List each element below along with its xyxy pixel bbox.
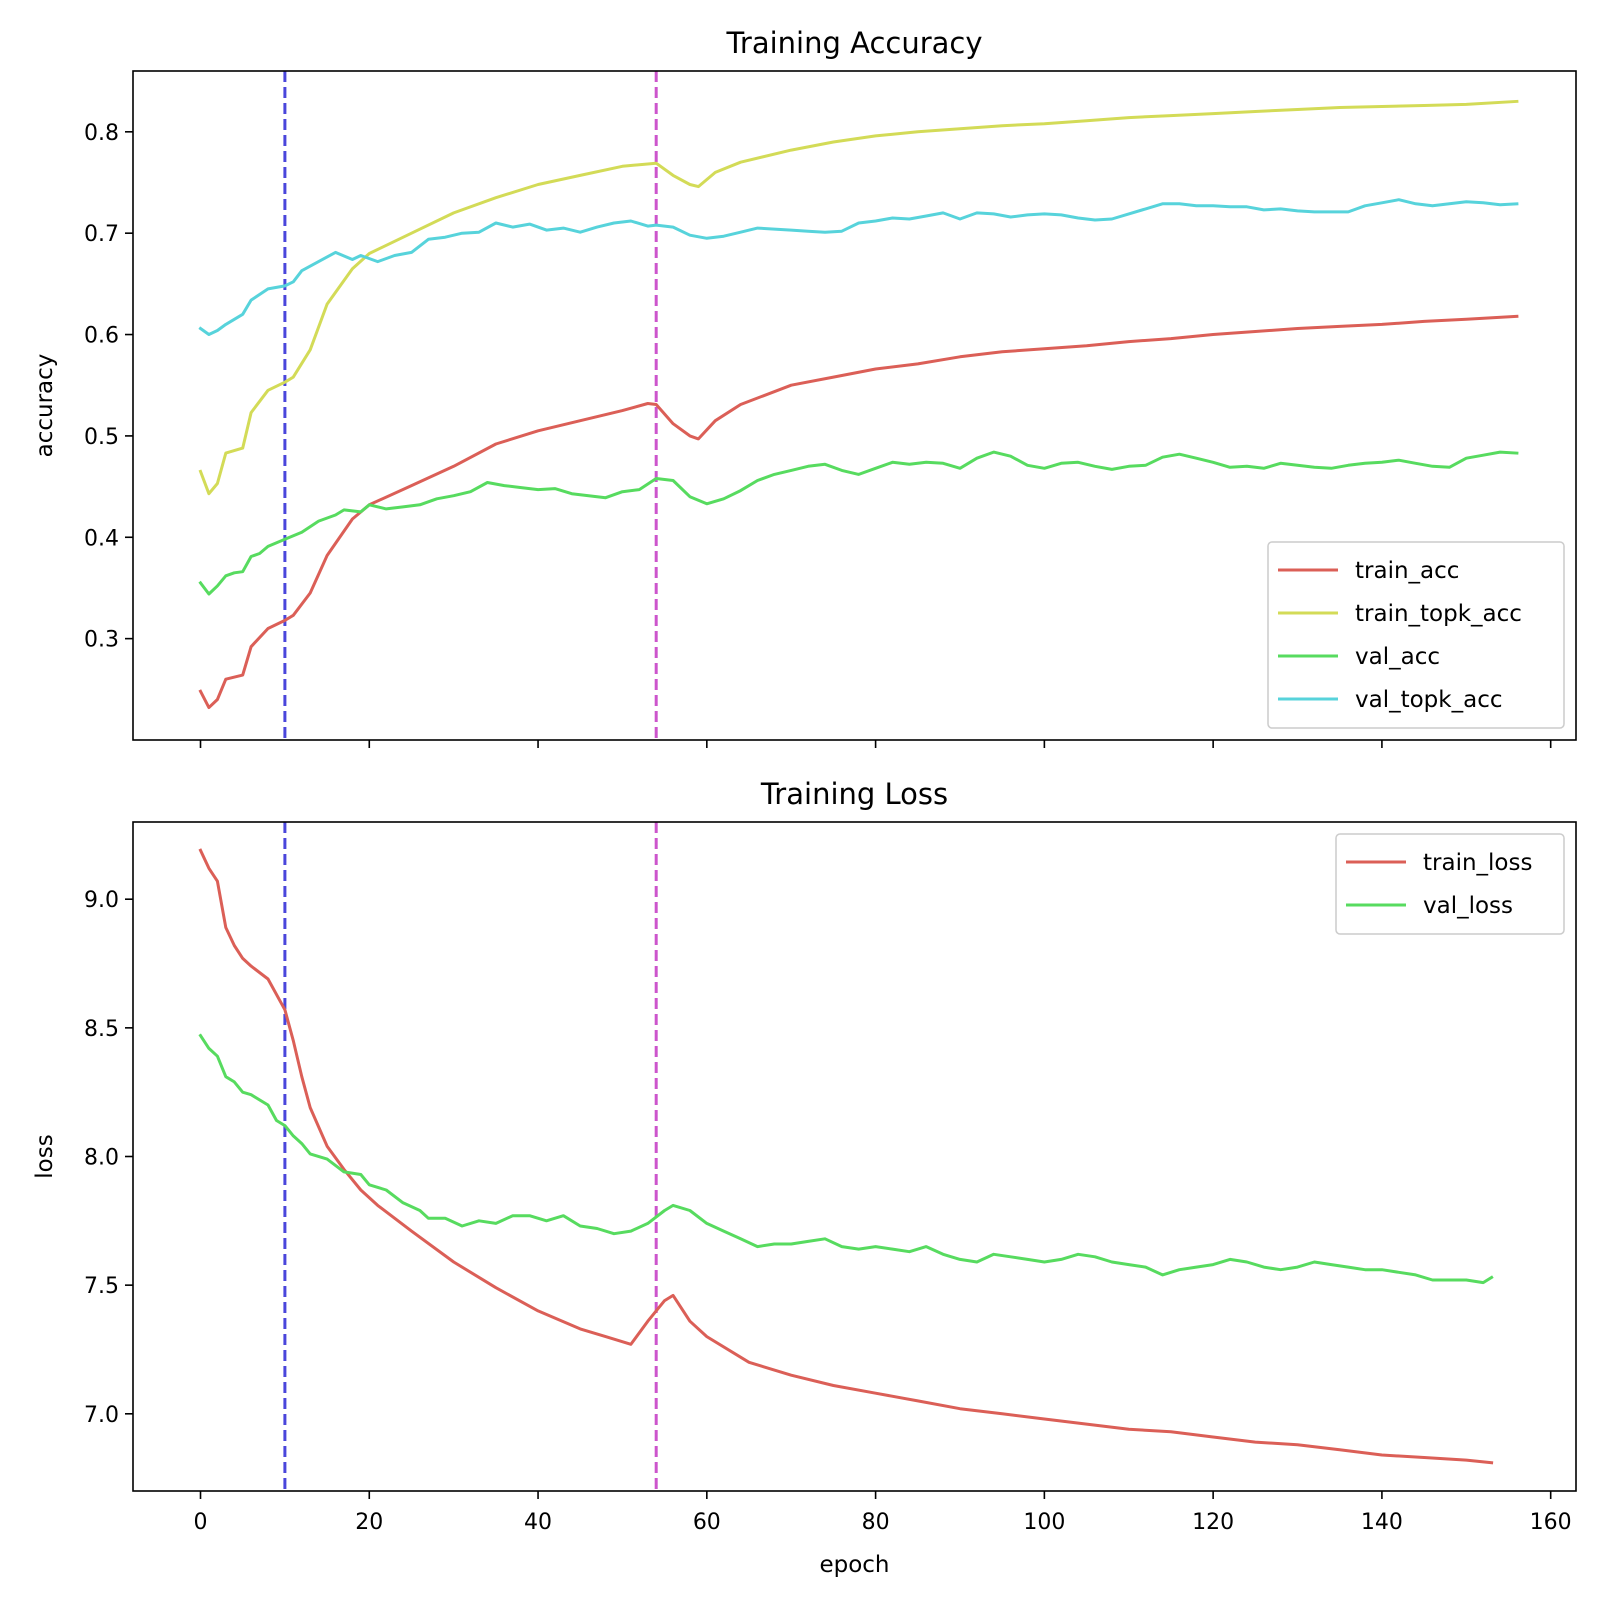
loss-x-tick-label: 20	[355, 1510, 383, 1535]
accuracy-y-tick-label: 0.5	[84, 425, 119, 450]
loss-y-tick-label: 8.5	[84, 1017, 119, 1042]
loss-y-tick-label: 8.0	[84, 1146, 119, 1171]
accuracy-plot-area	[198, 71, 1519, 740]
accuracy-y-tick-label: 0.3	[84, 628, 119, 653]
accuracy-chart: Training Accuracy accuracy 0.3 0.4 0.5 0.6 0.7…	[32, 26, 1577, 748]
accuracy-legend-label-val-acc: val_acc	[1355, 644, 1440, 670]
loss-legend: train_loss val_loss	[1335, 833, 1565, 935]
accuracy-series-train-topk-acc	[198, 99, 1519, 496]
loss-y-tick-label: 7.0	[84, 1403, 119, 1428]
loss-x-tick-label: 0	[194, 1510, 208, 1535]
loss-y-axis-label: loss	[32, 1134, 58, 1178]
loss-x-tick-label: 100	[1023, 1510, 1065, 1535]
accuracy-y-axis-label: accuracy	[32, 354, 58, 458]
accuracy-series-val-topk-acc	[198, 198, 1519, 336]
accuracy-y-tick-label: 0.4	[84, 526, 119, 551]
loss-plot-area	[198, 822, 1494, 1491]
accuracy-chart-title: Training Accuracy	[725, 26, 982, 60]
loss-x-tick-label: 120	[1192, 1510, 1234, 1535]
loss-chart-title: Training Loss	[760, 777, 948, 811]
loss-y-tick-label: 9.0	[84, 888, 119, 913]
accuracy-series-train-acc	[198, 314, 1519, 710]
loss-x-tick-label: 160	[1530, 1510, 1572, 1535]
accuracy-legend-label-val-topk-acc: val_topk_acc	[1355, 687, 1503, 713]
loss-x-tick-label: 80	[862, 1510, 890, 1535]
loss-x-tick-label: 60	[693, 1510, 721, 1535]
loss-x-axis-label: epoch	[819, 1552, 889, 1578]
loss-legend-box	[1335, 833, 1565, 935]
loss-series-val-loss	[198, 1033, 1494, 1285]
accuracy-legend-label-train-topk-acc: train_topk_acc	[1355, 601, 1522, 627]
accuracy-series-val-acc	[198, 450, 1519, 596]
loss-plot-frame	[132, 821, 1577, 1492]
loss-y-tick-label: 7.5	[84, 1274, 119, 1299]
loss-series-train-loss	[198, 848, 1494, 1465]
loss-x-tick-label: 140	[1361, 1510, 1403, 1535]
accuracy-y-tick-label: 0.6	[84, 324, 119, 349]
loss-chart: Training Loss loss epoch 7.0 7.5 8.0 8.5 9.0 0 20…	[32, 777, 1577, 1578]
loss-x-tick-label: 40	[524, 1510, 552, 1535]
accuracy-plot-frame	[132, 70, 1577, 741]
accuracy-legend-label-train-acc: train_acc	[1355, 558, 1459, 584]
loss-legend-label-val-loss: val_loss	[1423, 893, 1513, 919]
accuracy-y-tick-label: 0.7	[84, 222, 119, 247]
accuracy-y-tick-label: 0.8	[84, 121, 119, 146]
accuracy-legend: train_acc train_topk_acc val_acc val_topk_a…	[1267, 541, 1565, 729]
accuracy-legend-box	[1267, 541, 1565, 729]
loss-legend-label-train-loss: train_loss	[1423, 850, 1532, 876]
